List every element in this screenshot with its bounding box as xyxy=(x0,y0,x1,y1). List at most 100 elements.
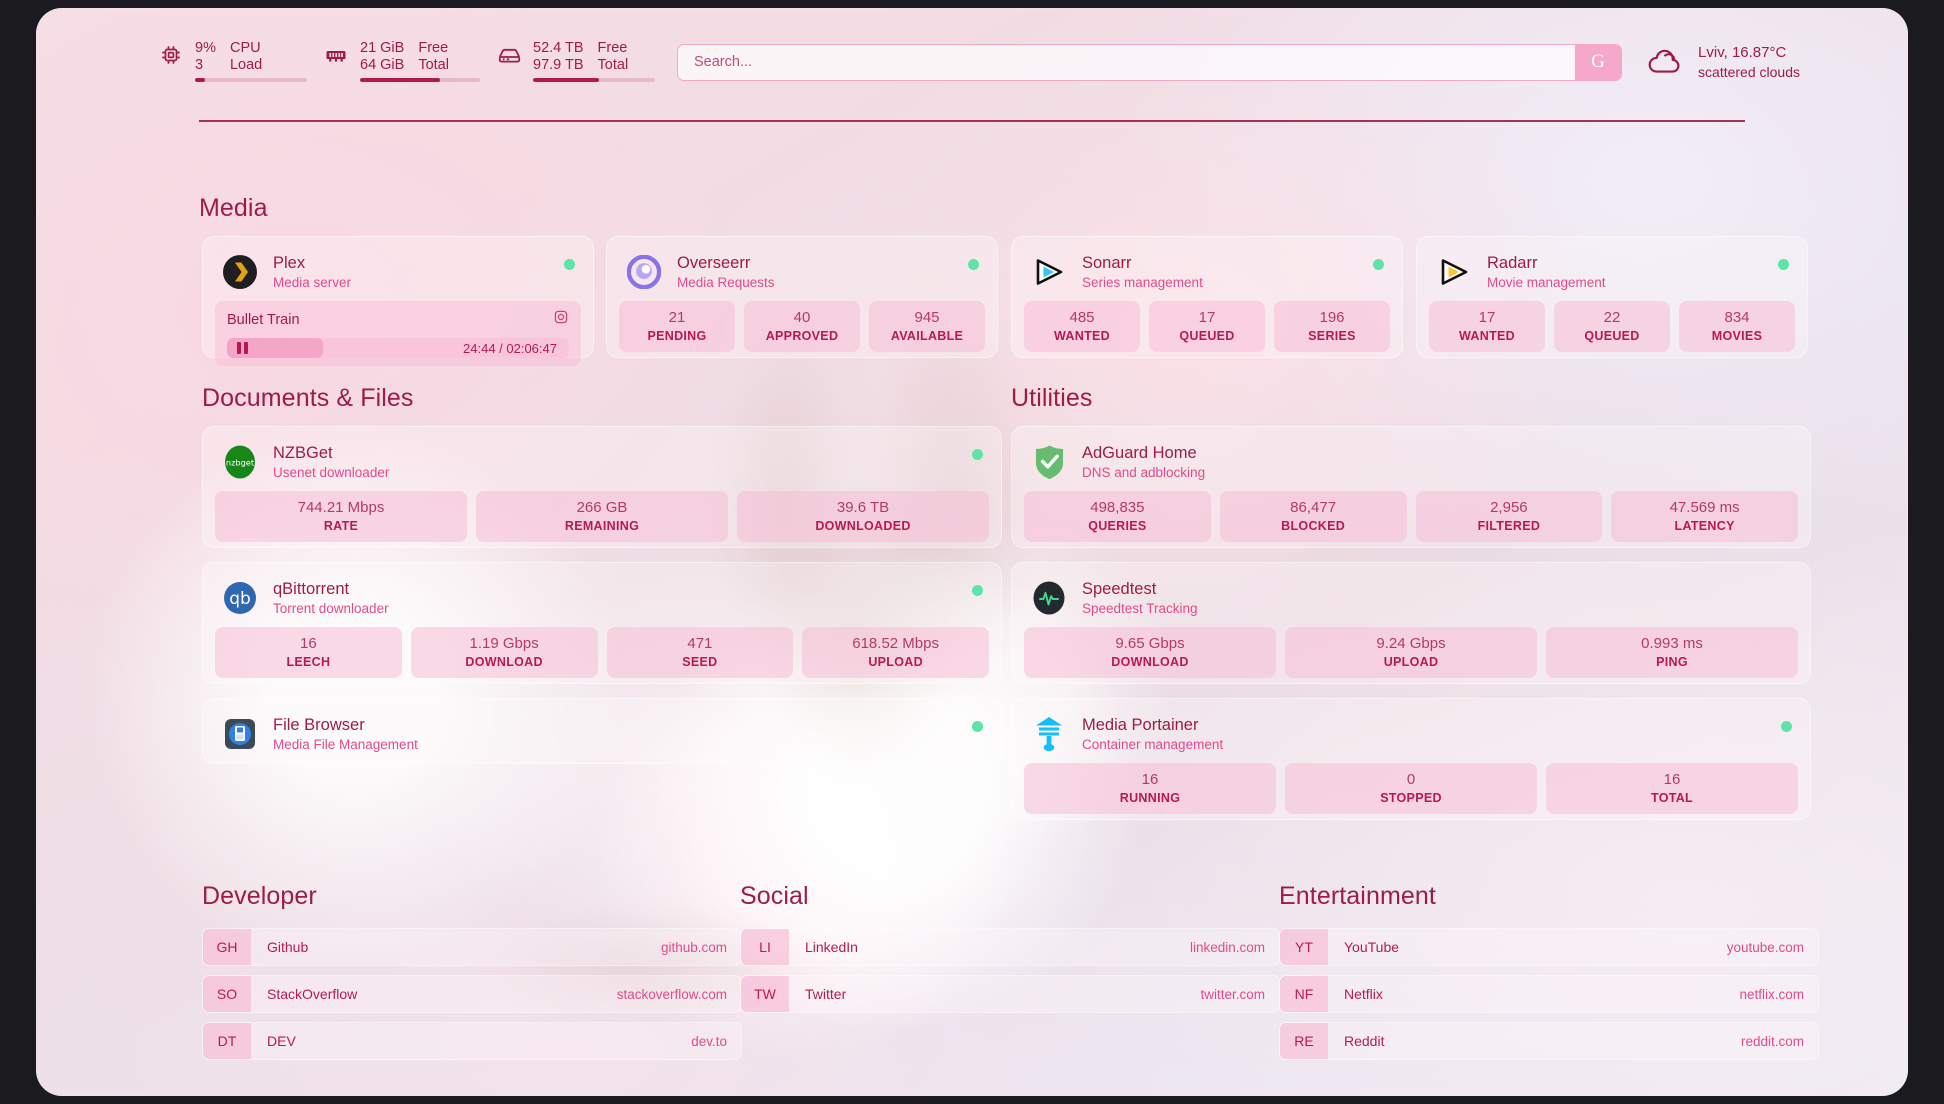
now-playing-title: Bullet Train xyxy=(227,311,300,328)
bookmark-item[interactable]: SO StackOverflow stackoverflow.com xyxy=(202,975,742,1013)
stat-label: TOTAL xyxy=(1650,790,1693,805)
card-header: Plex Media server xyxy=(215,249,581,301)
stat-tile: 47.569 ms LATENCY xyxy=(1611,491,1798,542)
playback-timecode: 24:44 / 02:06:47 xyxy=(463,340,557,356)
bookmark-url: netflix.com xyxy=(1739,986,1804,1002)
bookmark-item[interactable]: YT YouTube youtube.com xyxy=(1279,928,1819,966)
stat-value: 945 xyxy=(914,309,940,327)
bookmark-item[interactable]: NF Netflix netflix.com xyxy=(1279,975,1819,1013)
app-card-overseerr[interactable]: Overseerr Media Requests 21 PENDING 40 A… xyxy=(606,236,998,358)
app-card-qbittorrent[interactable]: qb qBittorrent Torrent downloader 16 LEE… xyxy=(202,562,1002,684)
cpu-stat[interactable]: 9% 3 CPU Load xyxy=(158,40,307,84)
stat-label: UPLOAD xyxy=(868,654,923,669)
playback-progress-bar[interactable]: 24:44 / 02:06:47 xyxy=(227,338,569,359)
disk-sub: 97.9 TB xyxy=(533,57,584,73)
google-search-button[interactable]: G xyxy=(1575,44,1622,80)
card-header: File Browser Media File Management xyxy=(215,711,989,763)
search-bar[interactable]: G xyxy=(677,43,1623,81)
bookmark-url: reddit.com xyxy=(1740,1033,1804,1049)
bookmark-group-title: Social xyxy=(740,882,809,910)
app-card-nzbget[interactable]: nzbget NZBGet Usenet downloader 744.21 M… xyxy=(202,426,1002,548)
stat-value: 9.24 Gbps xyxy=(1376,635,1446,653)
stat-tiles: 16 RUNNING 0 STOPPED 16 TOTAL xyxy=(1024,763,1798,814)
dashboard-content: 9% 3 CPU Load xyxy=(36,8,1908,1096)
bookmark-item[interactable]: LI LinkedIn linkedin.com xyxy=(740,928,1280,966)
app-name: qBittorrent xyxy=(273,580,350,598)
app-card-radarr[interactable]: Radarr Movie management 17 WANTED 22 QUE… xyxy=(1416,236,1808,358)
bookmark-item[interactable]: RE Reddit reddit.com xyxy=(1279,1022,1819,1060)
bookmark-name: Reddit xyxy=(1344,1033,1385,1049)
stat-tile: 196 SERIES xyxy=(1274,301,1390,352)
stat-tile: 498,835 QUERIES xyxy=(1024,491,1211,542)
disk-labels: Free Total xyxy=(598,40,629,74)
app-card-speedtest[interactable]: Speedtest Speedtest Tracking 9.65 Gbps D… xyxy=(1011,562,1811,684)
weather-widget[interactable]: Lviv, 16.87°C scattered clouds xyxy=(1644,43,1800,81)
bookmark-group-developer: Developer GH Github github.com SO StackO… xyxy=(202,882,742,1069)
qbittorrent-icon: qb xyxy=(221,579,259,617)
stat-value: 0 xyxy=(1406,771,1416,789)
stat-value: 498,835 xyxy=(1090,499,1145,517)
search-input[interactable] xyxy=(678,44,1576,80)
cpu-values: 9% 3 xyxy=(195,40,216,74)
app-subtitle: DNS and adblocking xyxy=(1082,465,1206,481)
stat-label: QUEUED xyxy=(1584,328,1640,343)
app-card-media-portainer[interactable]: Media Portainer Container management 16 … xyxy=(1011,698,1811,820)
app-subtitle: Series management xyxy=(1082,275,1203,291)
bookmark-tag: NF xyxy=(1280,976,1328,1012)
stat-tile: 0.993 ms PING xyxy=(1546,627,1798,678)
app-subtitle: Movie management xyxy=(1487,275,1606,291)
header-divider xyxy=(199,120,1745,122)
stat-label: BLOCKED xyxy=(1281,518,1346,533)
stat-label: LEECH xyxy=(286,654,331,669)
stat-value: 834 xyxy=(1724,309,1750,327)
app-card-file-browser[interactable]: File Browser Media File Management xyxy=(202,698,1002,764)
stat-tile: 945 AVAILABLE xyxy=(869,301,985,352)
stat-label: LATENCY xyxy=(1674,518,1735,533)
bookmark-item[interactable]: TW Twitter twitter.com xyxy=(740,975,1280,1013)
stat-label: RATE xyxy=(323,518,359,533)
status-indicator-online xyxy=(972,449,983,460)
disk-stat[interactable]: 52.4 TB 97.9 TB Free Total xyxy=(496,40,655,84)
weather-location-temp: Lviv, 16.87°C xyxy=(1698,44,1787,62)
overseerr-icon xyxy=(625,253,663,291)
app-name: Sonarr xyxy=(1082,254,1132,272)
memory-values: 21 GiB 64 GiB xyxy=(360,40,404,74)
bookmark-item[interactable]: DT DEV dev.to xyxy=(202,1022,742,1060)
bookmark-url: stackoverflow.com xyxy=(616,986,727,1002)
card-header: Sonarr Series management xyxy=(1024,249,1390,301)
media-heading: Media xyxy=(199,194,268,222)
bookmark-group-title: Entertainment xyxy=(1279,882,1436,910)
app-card-sonarr[interactable]: Sonarr Series management 485 WANTED 17 Q… xyxy=(1011,236,1403,358)
utilities-section-header: Utilities xyxy=(1011,384,1092,413)
cast-icon[interactable] xyxy=(553,309,569,330)
disk-values: 52.4 TB 97.9 TB xyxy=(533,40,584,74)
stat-tile: 16 TOTAL xyxy=(1546,763,1798,814)
plex-now-playing: Bullet Train 24:44 / 02:06:47 xyxy=(215,301,581,367)
disk-label-bottom: Total xyxy=(597,57,629,73)
portainer-icon xyxy=(1030,715,1068,753)
app-card-adguard-home[interactable]: AdGuard Home DNS and adblocking 498,835 … xyxy=(1011,426,1811,548)
stat-value: 39.6 TB xyxy=(836,499,890,517)
stat-value: 17 xyxy=(1478,309,1496,327)
bookmark-name: YouTube xyxy=(1344,939,1400,955)
app-card-plex[interactable]: Plex Media server Bullet Train xyxy=(202,236,594,367)
status-indicator-online xyxy=(564,259,575,270)
stat-tile: 40 APPROVED xyxy=(744,301,860,352)
stat-value: 21 xyxy=(668,309,686,327)
stat-value: 196 xyxy=(1319,309,1345,327)
stat-tile: 17 WANTED xyxy=(1429,301,1545,352)
app-title-block: NZBGet Usenet downloader xyxy=(273,443,389,481)
stat-tiles: 744.21 Mbps RATE 266 GB REMAINING 39.6 T… xyxy=(215,491,989,542)
bookmark-tag: RE xyxy=(1280,1023,1328,1059)
system-stats: 9% 3 CPU Load xyxy=(158,40,655,84)
stat-tiles: 16 LEECH 1.19 Gbps DOWNLOAD 471 SEED 618… xyxy=(215,627,989,678)
stat-tiles: 17 WANTED 22 QUEUED 834 MOVIES xyxy=(1429,301,1795,352)
bookmark-tag: YT xyxy=(1280,929,1328,965)
pause-icon[interactable] xyxy=(237,342,248,355)
bookmark-item[interactable]: GH Github github.com xyxy=(202,928,742,966)
bookmark-tag: GH xyxy=(203,929,251,965)
memory-stat[interactable]: 21 GiB 64 GiB Free Total xyxy=(323,40,480,84)
media-section: Media xyxy=(199,194,1814,223)
stat-value: 266 GB xyxy=(576,499,628,517)
memory-progress-bar xyxy=(360,77,480,83)
